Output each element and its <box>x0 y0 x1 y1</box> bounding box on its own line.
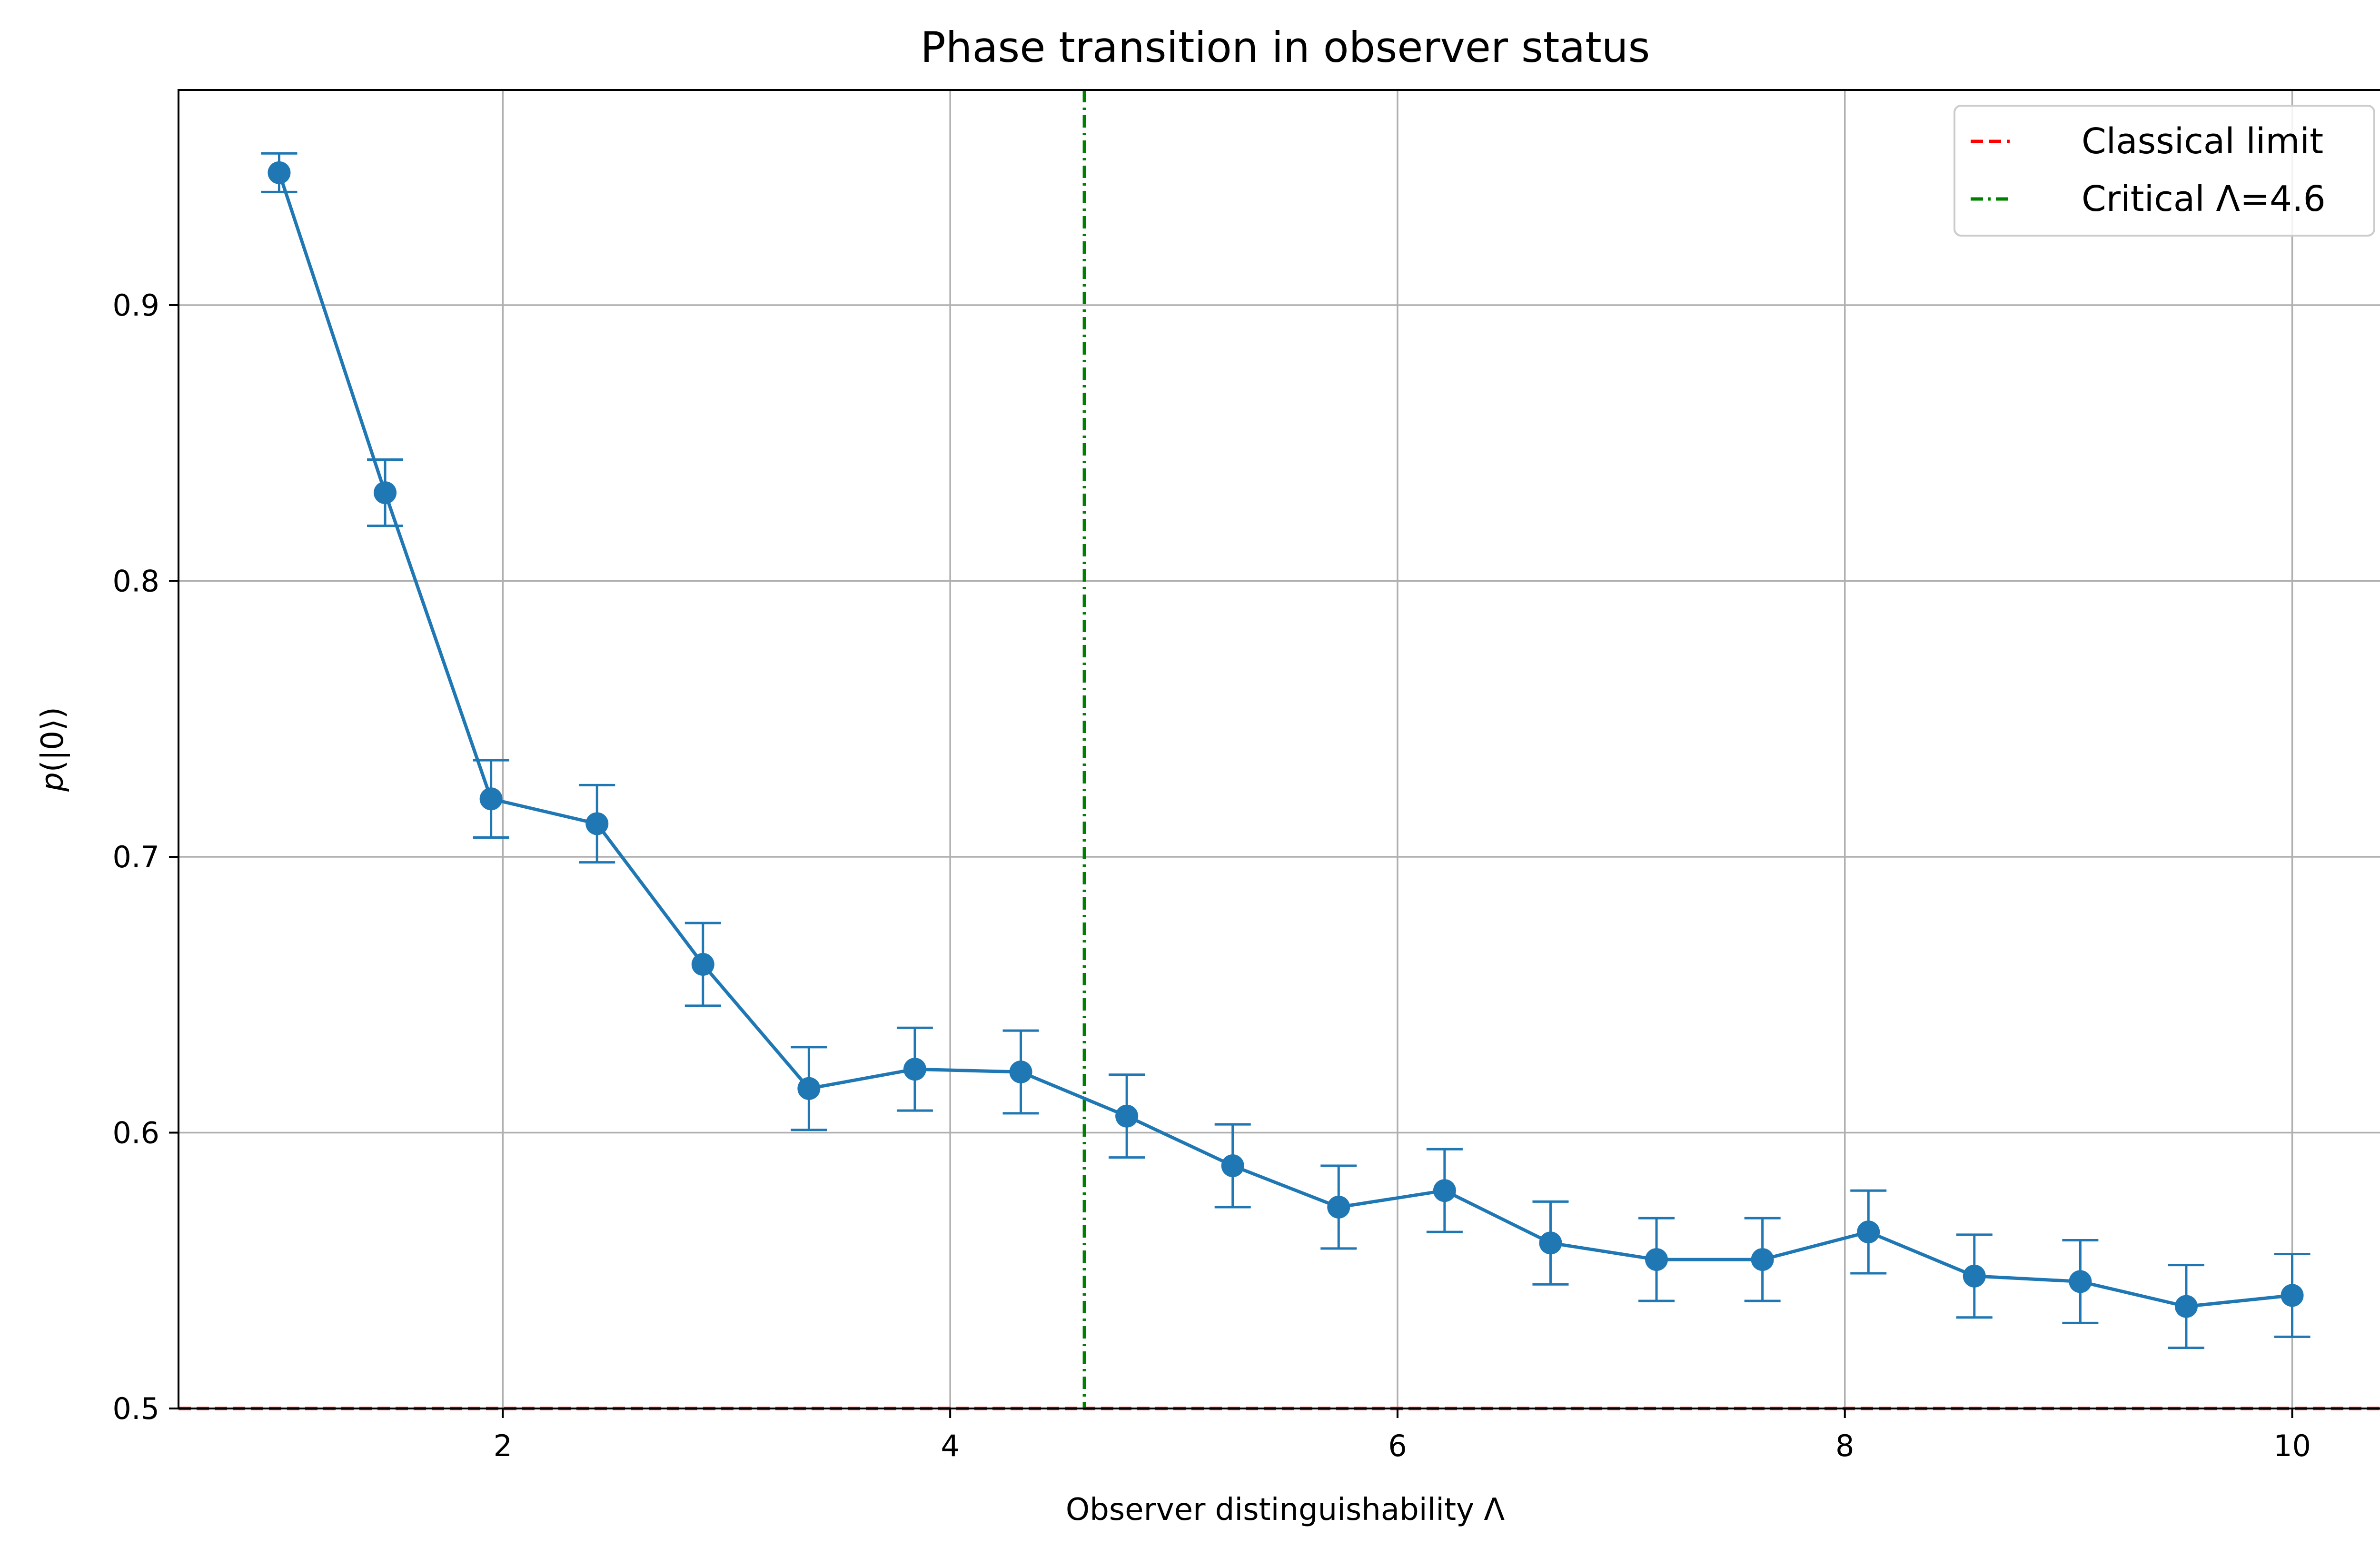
y-tick-label: 0.8 <box>112 564 159 599</box>
chart-title: Phase transition in observer status <box>921 23 1650 72</box>
x-tick-label: 2 <box>494 1428 512 1463</box>
y-tick-label: 0.7 <box>112 840 159 874</box>
legend: Classical limit Critical Λ=4.6 <box>1954 105 2375 237</box>
y-axis-label-state: (|0⟩) <box>35 707 70 772</box>
data-point <box>479 787 503 811</box>
data-point <box>2069 1270 2092 1293</box>
plot-frame <box>178 89 2380 1409</box>
data-series <box>261 152 2311 1349</box>
y-axis-label: p(|0⟩) <box>35 707 70 792</box>
series-line <box>278 172 2292 1309</box>
y-tick-label: 0.6 <box>112 1116 159 1150</box>
data-point <box>1009 1061 1032 1084</box>
legend-box <box>1954 105 2375 237</box>
data-point <box>903 1058 926 1081</box>
data-point <box>1963 1264 1986 1288</box>
data-point <box>797 1077 821 1100</box>
data-point <box>374 481 397 505</box>
x-tick-label: 10 <box>2273 1428 2311 1463</box>
data-point <box>2174 1295 2198 1318</box>
data-point <box>1327 1195 1350 1219</box>
data-point <box>1857 1220 1880 1244</box>
data-point <box>585 812 609 835</box>
y-tick-label: 0.5 <box>112 1391 159 1426</box>
data-point <box>1115 1104 1139 1128</box>
x-tick-label: 4 <box>941 1428 959 1463</box>
y-axis-label-symbol: p <box>35 772 70 792</box>
x-axis-label: Observer distinguishability Λ <box>1066 1492 1505 1527</box>
x-tick-label: 8 <box>1835 1428 1854 1463</box>
data-point <box>268 161 291 184</box>
data-point <box>1539 1231 1562 1255</box>
plot-background <box>178 90 2380 1408</box>
data-point <box>1751 1248 1774 1271</box>
x-tick-label: 6 <box>1388 1428 1407 1463</box>
data-point <box>2281 1284 2304 1307</box>
data-point <box>1221 1154 1244 1178</box>
legend-label-critical-lambda: Critical Λ=4.6 <box>2082 179 2326 219</box>
plot-area <box>178 89 2380 1410</box>
legend-label-classical-limit: Classical limit <box>2082 121 2323 162</box>
y-axis-ticks: 0.5 0.6 0.7 0.8 0.9 <box>112 288 178 1426</box>
data-point <box>691 953 714 976</box>
data-point <box>1645 1248 1668 1271</box>
y-tick-label: 0.9 <box>112 288 159 323</box>
x-axis-ticks: 2 4 6 8 10 <box>494 1408 2311 1463</box>
data-point <box>1433 1179 1456 1202</box>
